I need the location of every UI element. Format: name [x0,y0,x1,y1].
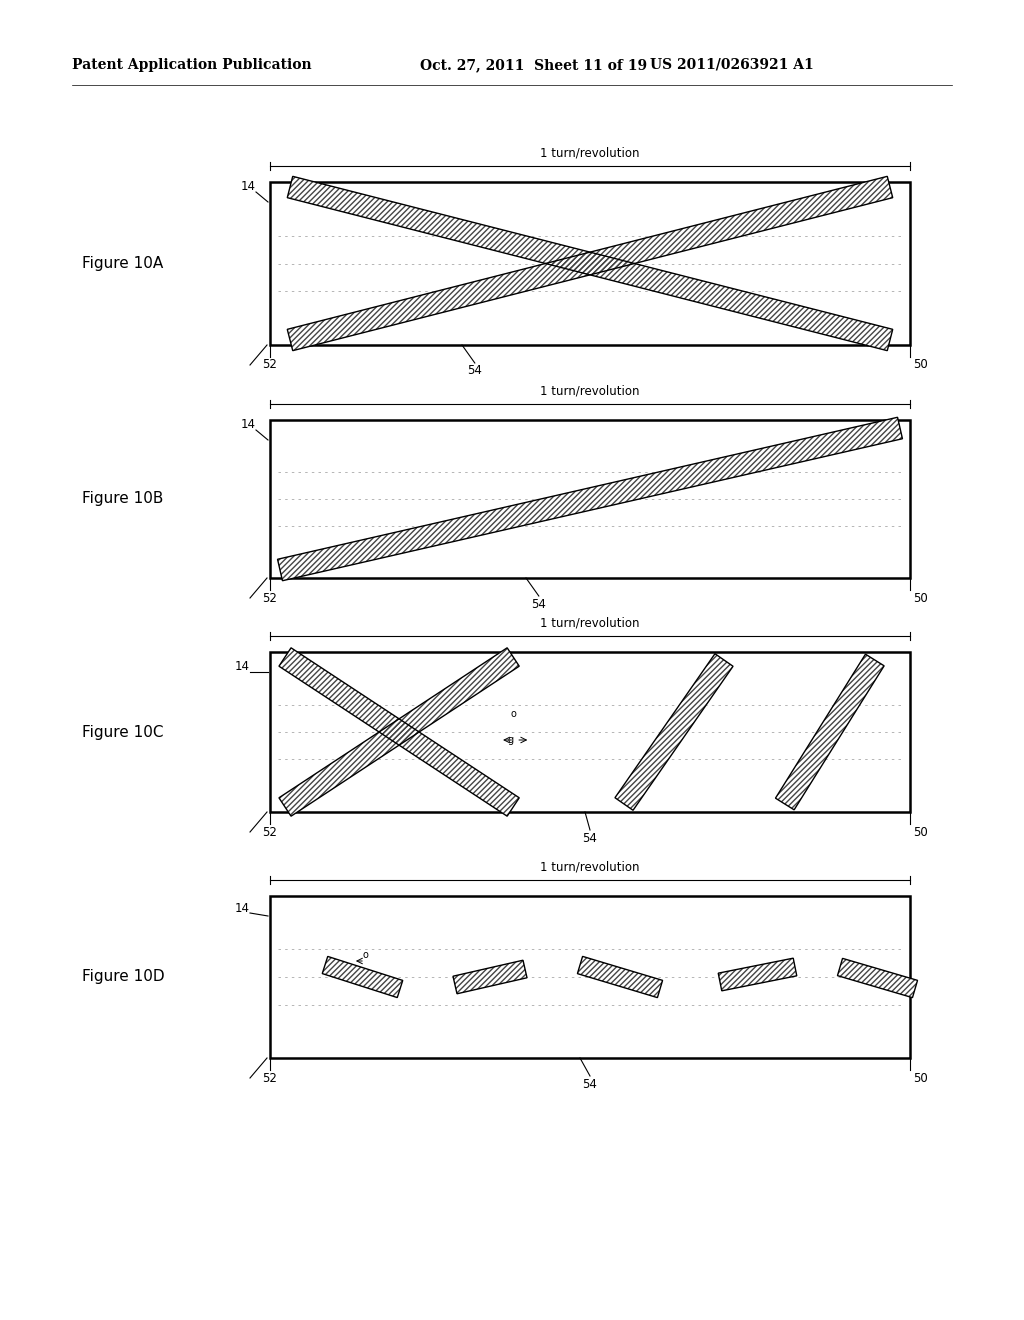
Text: 52: 52 [262,1072,278,1085]
Bar [270,896,910,1059]
Polygon shape [279,648,519,816]
Text: 14: 14 [241,181,256,194]
Text: 14: 14 [234,660,250,673]
Text: 50: 50 [912,825,928,838]
Polygon shape [615,653,733,810]
Polygon shape [718,958,797,991]
Polygon shape [288,177,893,351]
Text: 50: 50 [912,591,928,605]
Text: o: o [510,709,516,719]
Text: 14: 14 [241,418,256,432]
Text: 1 turn/revolution: 1 turn/revolution [541,861,640,874]
Polygon shape [279,648,519,816]
Polygon shape [578,957,663,998]
Text: 52: 52 [262,359,278,371]
Text: Oct. 27, 2011  Sheet 11 of 19: Oct. 27, 2011 Sheet 11 of 19 [420,58,647,73]
Text: 1 turn/revolution: 1 turn/revolution [541,616,640,630]
Text: Figure 10A: Figure 10A [82,256,163,271]
Text: g: g [507,735,513,744]
Text: 1 turn/revolution: 1 turn/revolution [541,147,640,160]
Text: o: o [362,950,368,960]
Bar [270,420,910,578]
Text: 54: 54 [531,598,546,610]
Text: 1 turn/revolution: 1 turn/revolution [541,385,640,399]
Text: US 2011/0263921 A1: US 2011/0263921 A1 [650,58,814,73]
Text: 50: 50 [912,359,928,371]
Polygon shape [775,655,884,810]
Polygon shape [323,957,402,998]
Text: Patent Application Publication: Patent Application Publication [72,58,311,73]
Text: 54: 54 [583,832,597,845]
Text: 54: 54 [583,1077,597,1090]
Text: 14: 14 [234,902,250,915]
Text: 50: 50 [912,1072,928,1085]
Polygon shape [838,958,918,998]
Bar [270,652,910,812]
Text: 54: 54 [467,364,482,378]
Text: g: g [357,969,364,979]
Polygon shape [278,417,902,581]
Text: Figure 10C: Figure 10C [82,725,164,739]
Polygon shape [453,960,527,994]
Text: 52: 52 [262,591,278,605]
Text: 52: 52 [262,825,278,838]
Polygon shape [288,177,893,351]
Text: Figure 10B: Figure 10B [82,491,164,507]
Text: Figure 10D: Figure 10D [82,969,165,985]
Bar [270,182,910,345]
